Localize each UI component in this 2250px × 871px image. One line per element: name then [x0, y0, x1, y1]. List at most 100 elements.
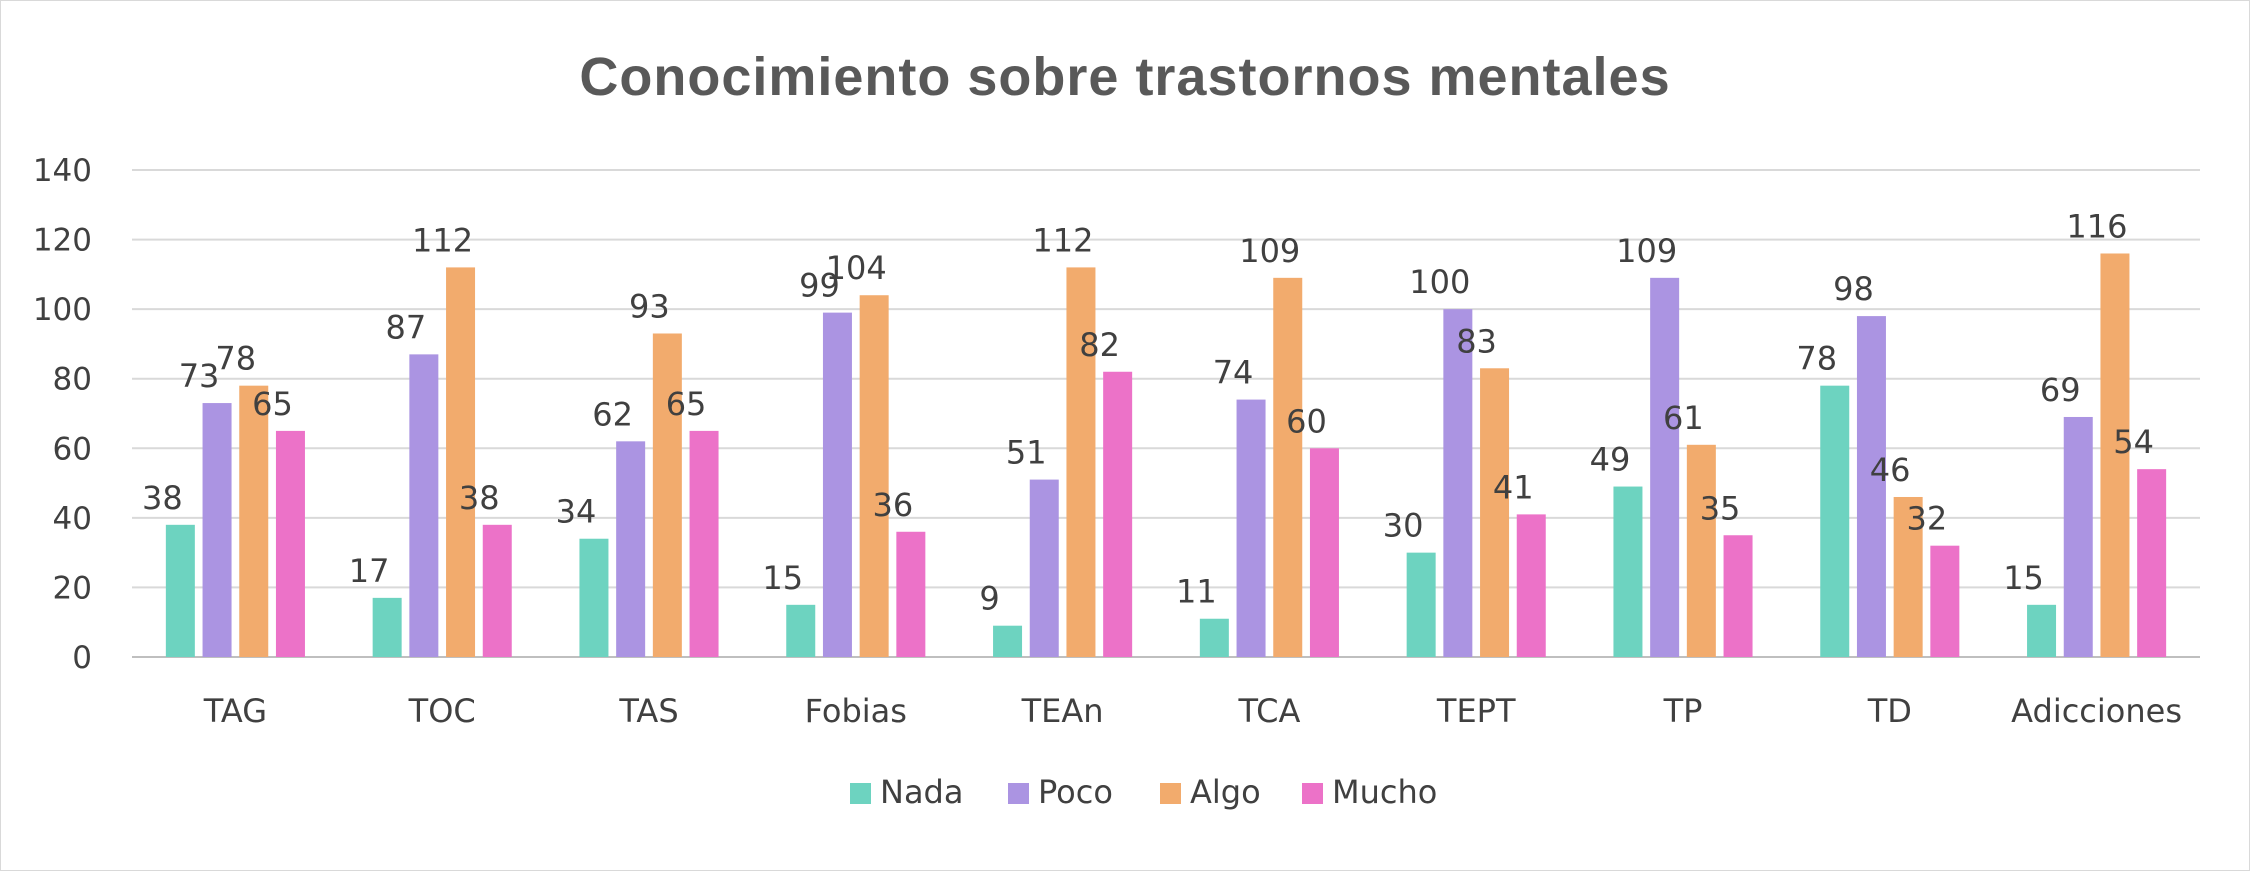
bar-mucho	[275, 430, 305, 657]
x-tick-label: Adicciones	[2011, 692, 2182, 730]
data-label: 15	[762, 559, 803, 597]
data-label: 51	[1006, 434, 1047, 472]
bar-algo	[2100, 253, 2130, 657]
legend-swatch-nada	[850, 783, 871, 804]
data-label: 109	[1616, 232, 1677, 270]
data-label: 61	[1663, 399, 1704, 437]
bar-poco	[1443, 309, 1473, 657]
data-label: 15	[2003, 559, 2044, 597]
bar-nada	[786, 604, 816, 657]
x-axis: TAG TOC TAS Fobias TEAn TCA TEPT TP TD Adicciones	[203, 692, 2182, 730]
bar-nada	[579, 538, 609, 657]
bar-nada	[1613, 486, 1643, 657]
legend-label-mucho: Mucho	[1332, 773, 1437, 811]
gridlines	[132, 169, 2200, 658]
bar-algo	[1893, 496, 1923, 657]
x-tick-label: TD	[1867, 692, 1912, 730]
bar-poco	[409, 354, 439, 657]
bar-mucho	[1930, 545, 1960, 657]
data-label: 109	[1239, 232, 1300, 270]
data-label: 87	[385, 308, 426, 346]
x-tick-label: TAG	[203, 692, 267, 730]
chart-title: Conocimiento sobre trastornos mentales	[579, 47, 1670, 107]
bar-poco	[2063, 416, 2093, 657]
bar-mucho	[482, 524, 512, 657]
bar-mucho	[1103, 371, 1133, 657]
x-tick-label: TAS	[618, 692, 678, 730]
data-label: 38	[459, 479, 500, 517]
y-tick-label: 140	[33, 153, 92, 189]
bar-poco	[202, 403, 232, 657]
bar-algo	[1686, 444, 1716, 657]
bar-nada	[1406, 552, 1436, 657]
x-tick-label: TEAn	[1021, 692, 1104, 730]
data-label: 41	[1493, 468, 1534, 506]
legend-swatch-algo	[1160, 783, 1181, 804]
data-label: 78	[215, 340, 256, 378]
x-tick-label: TCA	[1237, 692, 1300, 730]
bar-mucho	[1309, 448, 1339, 657]
bar-mucho	[1516, 514, 1546, 657]
data-label: 116	[2066, 207, 2127, 245]
bar-poco	[1029, 479, 1059, 657]
data-label: 73	[179, 357, 220, 395]
y-tick-label: 100	[33, 292, 92, 328]
x-tick-label: TEPT	[1436, 692, 1516, 730]
data-label: 104	[826, 249, 887, 287]
data-label: 9	[979, 580, 999, 618]
legend: Nada Poco Algo Mucho	[850, 773, 1437, 811]
bar-algo	[652, 333, 682, 657]
data-label: 35	[1700, 489, 1741, 527]
data-label: 112	[1032, 221, 1093, 259]
data-label: 34	[556, 493, 597, 531]
data-label: 11	[1176, 573, 1217, 611]
bar-nada	[372, 597, 402, 657]
legend-label-algo: Algo	[1190, 773, 1261, 811]
y-tick-label: 20	[53, 570, 92, 606]
bar-nada	[993, 625, 1023, 657]
data-label: 65	[252, 385, 293, 423]
y-tick-label: 80	[53, 362, 92, 398]
bar-algo	[859, 295, 889, 657]
y-tick-label: 60	[53, 431, 92, 467]
bar-algo	[446, 267, 476, 657]
x-tick-label: TOC	[408, 692, 476, 730]
data-label: 65	[666, 385, 707, 423]
legend-label-poco: Poco	[1038, 773, 1113, 811]
data-label: 54	[2113, 423, 2154, 461]
data-label: 74	[1213, 354, 1254, 392]
data-label: 69	[2040, 371, 2081, 409]
bar-algo	[239, 385, 269, 657]
bar-algo	[1066, 267, 1096, 657]
bar-poco	[1236, 399, 1266, 657]
data-label: 38	[142, 479, 183, 517]
data-label: 100	[1409, 263, 1470, 301]
legend-swatch-poco	[1008, 783, 1029, 804]
data-label: 32	[1906, 500, 1947, 538]
y-tick-label: 40	[53, 501, 92, 537]
bar-algo	[1480, 368, 1510, 657]
data-label: 82	[1079, 326, 1120, 364]
bar-mucho	[896, 531, 926, 657]
bar-algo	[1273, 277, 1303, 657]
data-label: 83	[1456, 322, 1497, 360]
data-label: 93	[629, 287, 670, 325]
data-label: 62	[592, 395, 633, 433]
data-label: 17	[349, 552, 390, 590]
x-tick-label: Fobias	[805, 692, 907, 730]
bar-poco	[616, 441, 646, 657]
y-axis: 0 20 40 60 80 100 120 140	[33, 153, 92, 676]
bar-poco	[822, 312, 852, 657]
data-label: 99	[799, 267, 840, 305]
bar-nada	[1199, 618, 1229, 657]
data-label: 46	[1870, 451, 1911, 489]
data-label: 98	[1833, 270, 1874, 308]
data-label: 112	[412, 221, 473, 259]
bar-nada	[1820, 385, 1850, 657]
data-label: 36	[872, 486, 913, 524]
y-tick-label: 0	[72, 640, 92, 676]
bar-mucho	[1723, 535, 1753, 657]
y-tick-label: 120	[33, 223, 92, 259]
